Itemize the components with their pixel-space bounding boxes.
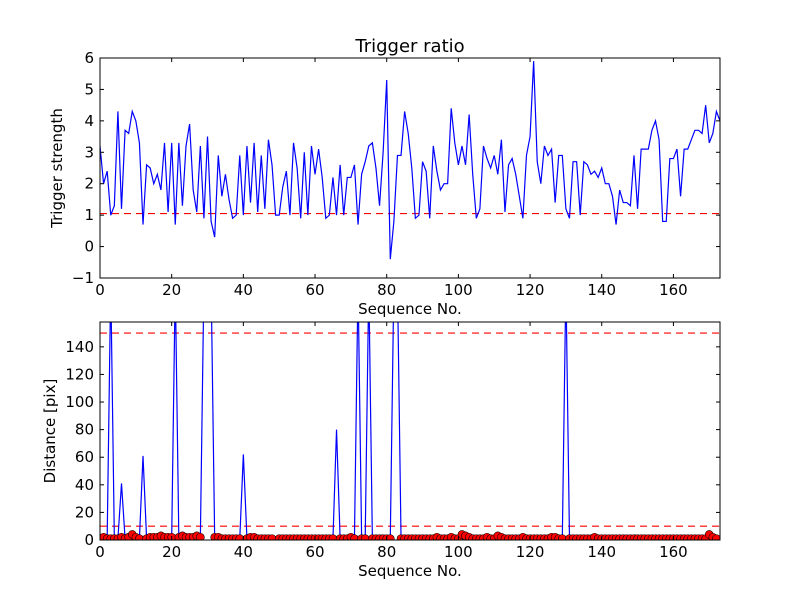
data-point-marker	[350, 534, 359, 540]
x-tick-label: 0	[95, 543, 105, 561]
y-tick-label: 120	[65, 365, 94, 383]
x-tick-label: 40	[234, 281, 253, 299]
x-tick-label: 160	[659, 543, 688, 561]
x-tick-label: 0	[95, 281, 105, 299]
plot-area	[100, 322, 720, 540]
x-tick-label: 120	[516, 281, 545, 299]
y-tick-label: 3	[84, 143, 94, 161]
y-tick-label: 60	[75, 448, 94, 466]
y-tick-label: 4	[84, 112, 94, 130]
data-point-marker	[235, 534, 245, 540]
data-point-marker	[328, 534, 338, 540]
series-line	[100, 322, 720, 540]
x-axis-label: Sequence No.	[358, 300, 462, 318]
x-tick-label: 20	[162, 281, 181, 299]
plot-frame	[99, 321, 721, 541]
data-point-marker	[385, 534, 395, 540]
y-tick-label: 20	[75, 503, 94, 521]
y-tick-label: −1	[72, 269, 94, 287]
x-tick-label: 60	[305, 543, 324, 561]
distance-panel: 0 20 40 60 80 100 120 140 160 0 20 40 60 80 100 120 140 S…	[41, 321, 721, 580]
x-axis-label: Sequence No.	[358, 562, 462, 580]
data-point-marker	[196, 532, 205, 540]
y-tick-label: 1	[84, 206, 94, 224]
data-point-marker	[360, 534, 370, 540]
x-tick-label: 60	[305, 281, 324, 299]
chart-title: Trigger ratio	[354, 36, 464, 57]
x-tick-label: 80	[377, 543, 396, 561]
series-line	[100, 61, 720, 260]
plot-area	[100, 61, 720, 260]
x-tick-label: 120	[516, 543, 545, 561]
x-tick-label: 80	[377, 281, 396, 299]
y-tick-label: 100	[65, 393, 94, 411]
x-tick-label: 160	[659, 281, 688, 299]
data-point-marker	[712, 534, 720, 540]
y-tick-label: 40	[75, 476, 94, 494]
x-tick-label: 20	[162, 543, 181, 561]
x-tick-label: 100	[444, 543, 473, 561]
plot-frame	[99, 57, 721, 279]
y-tick-label: 140	[65, 338, 94, 356]
y-tick-label: 0	[84, 238, 94, 256]
x-tick-label: 140	[587, 543, 616, 561]
x-tick-label: 140	[587, 281, 616, 299]
x-tick-label: 40	[234, 543, 253, 561]
y-tick-label: 2	[84, 175, 94, 193]
y-tick-label: 0	[84, 531, 94, 549]
y-tick-label: 80	[75, 421, 94, 439]
y-axis-label: Distance [pix]	[41, 379, 59, 484]
y-axis-label: Trigger strength	[48, 108, 66, 229]
y-tick-label: 6	[84, 49, 94, 67]
data-point-marker	[135, 534, 144, 540]
data-point-marker	[267, 534, 277, 540]
x-tick-label: 100	[444, 281, 473, 299]
y-tick-label: 5	[84, 80, 94, 98]
data-point-marker	[558, 534, 567, 540]
